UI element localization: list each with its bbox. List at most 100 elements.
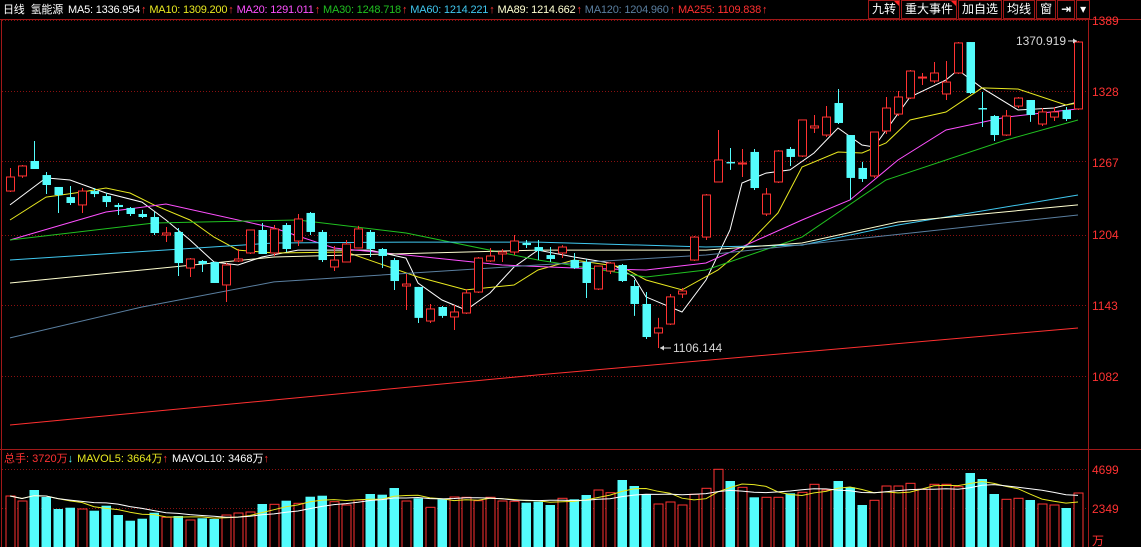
- candle: [738, 148, 747, 178]
- candle-body: [774, 150, 783, 183]
- volume-bar: [497, 500, 508, 547]
- candle: [642, 292, 651, 339]
- candle-body: [978, 108, 987, 110]
- candle-body: [1002, 115, 1011, 136]
- candle: [774, 149, 783, 184]
- ma30-value: MA30: 1248.718: [323, 4, 401, 16]
- volume-bar: [269, 503, 280, 547]
- candle: [930, 61, 939, 83]
- candle: [282, 223, 291, 253]
- volume-bar: [233, 512, 244, 547]
- candle-body: [678, 290, 687, 295]
- window-button[interactable]: 窗: [1036, 0, 1057, 19]
- candle-body: [162, 232, 171, 236]
- candle: [1014, 96, 1023, 109]
- mavol5-up-arrow-icon: ↑: [162, 453, 169, 465]
- ma10-up-arrow-icon: ↑: [228, 4, 234, 16]
- volume-bar: [821, 489, 832, 547]
- candle-body: [330, 259, 339, 268]
- candle: [330, 245, 339, 272]
- candle: [1050, 106, 1059, 121]
- volume-bar: [401, 500, 412, 547]
- candle-body: [546, 255, 555, 259]
- candle-body: [354, 228, 363, 249]
- candle-body: [942, 81, 951, 95]
- ma-lines-button[interactable]: 均线: [1003, 0, 1036, 19]
- candle-body: [534, 247, 543, 251]
- volume-bar: [617, 479, 627, 547]
- candle-body: [642, 303, 651, 338]
- ma5-value: MA5: 1336.954: [68, 4, 141, 16]
- ma30-up-arrow-icon: ↑: [401, 4, 408, 16]
- volume-bar: [329, 501, 340, 547]
- candle-body: [306, 212, 315, 232]
- add-watchlist-button[interactable]: 加自选: [958, 0, 1003, 19]
- candle-body: [690, 236, 699, 261]
- candle-body: [954, 42, 963, 74]
- ma255-line: [9, 327, 1079, 426]
- candle: [78, 188, 87, 213]
- candle-body: [726, 161, 735, 164]
- high-arrowhead-icon: [1073, 38, 1077, 44]
- volume-bar: [845, 487, 855, 547]
- candle: [942, 61, 951, 101]
- volume-bar: [917, 488, 928, 547]
- volume-bar: [509, 500, 520, 547]
- candle-body: [762, 193, 771, 215]
- volume-bar: [149, 512, 159, 547]
- volume-bar: [1073, 492, 1084, 547]
- candle-body: [66, 197, 75, 203]
- candle: [42, 172, 51, 195]
- candle: [654, 317, 663, 349]
- major-events-button[interactable]: 重大事件: [901, 0, 958, 19]
- volume-bar: [365, 493, 375, 547]
- volume-bar: [881, 485, 892, 547]
- volume-bar: [437, 499, 447, 547]
- candle-body: [126, 207, 135, 214]
- candle: [510, 234, 519, 256]
- dropdown-chevron-icon[interactable]: ▾: [1076, 0, 1091, 19]
- volume-bar: [809, 483, 820, 547]
- candle: [546, 247, 555, 262]
- volume-bar: [677, 504, 688, 547]
- candle-body: [186, 258, 195, 269]
- candle-body: [6, 176, 15, 192]
- volume-bar: [293, 502, 304, 547]
- candle: [582, 258, 591, 298]
- candle-body: [510, 240, 519, 253]
- candle-body: [1014, 97, 1023, 107]
- candle: [378, 247, 387, 269]
- candle-body: [462, 292, 471, 314]
- volume-bar: [449, 496, 460, 547]
- volume-header: 总手: 3720万↓ MAVOL5: 3664万↑ MAVOL10: 3468万↑: [4, 451, 269, 467]
- candle: [186, 258, 195, 277]
- candle: [786, 146, 795, 166]
- volume-bar: [257, 504, 267, 547]
- volume-bar: [701, 487, 712, 547]
- volume-ma-lines: [9, 480, 1079, 519]
- nine-turn-button[interactable]: 九转: [868, 0, 901, 19]
- candle-body: [894, 96, 903, 115]
- candle-body: [654, 327, 663, 334]
- candle-body: [918, 76, 927, 79]
- volume-bar: [185, 519, 196, 547]
- candle: [1062, 106, 1071, 121]
- candle: [534, 239, 543, 261]
- annotations: 1370.919 1106.144: [660, 34, 1077, 355]
- candle-body: [786, 148, 795, 157]
- jump-to-end-icon[interactable]: ⇥: [1057, 0, 1076, 19]
- volume-bar: [197, 518, 207, 547]
- high-price-label: 1370.919: [1016, 34, 1066, 48]
- candle: [894, 90, 903, 117]
- volume-bar: [77, 508, 88, 547]
- candle-body: [930, 72, 939, 82]
- volume-bar: [425, 506, 436, 547]
- candle: [486, 247, 495, 262]
- candle-body: [834, 103, 843, 123]
- price-tick: 1143: [1092, 299, 1118, 313]
- candle: [222, 263, 231, 303]
- candle: [570, 252, 579, 269]
- ma120-line: [9, 214, 1079, 339]
- period-label[interactable]: 日线: [3, 4, 25, 16]
